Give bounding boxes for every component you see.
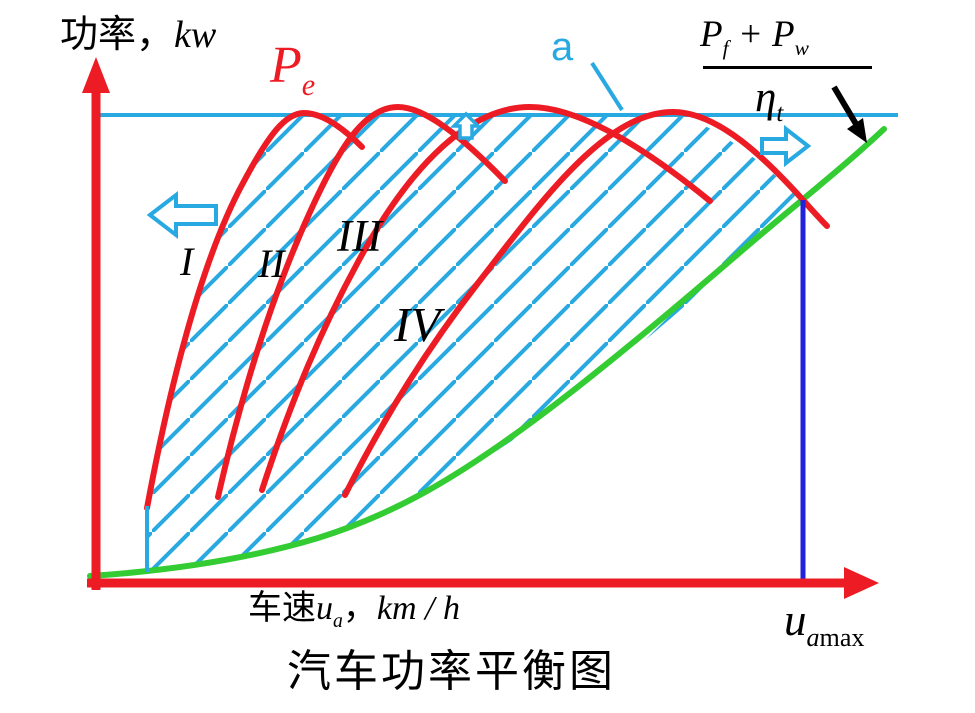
- eta-symbol: η: [755, 74, 777, 121]
- resistance-curve: [87, 126, 887, 579]
- resistance-formula-numerator: Pf + Pw: [700, 14, 809, 59]
- x-axis-var-subscript: a: [333, 610, 343, 633]
- uamax-var: u: [784, 595, 807, 645]
- gear-label-3: III: [337, 211, 382, 261]
- y-axis-label: 功率，kw: [60, 16, 216, 54]
- uamax-label: uamax: [784, 595, 864, 651]
- gear-curve-4: [342, 108, 830, 498]
- downshift-left-arrow-icon: [146, 190, 218, 240]
- a-leader-line: [590, 61, 624, 112]
- gear-curve-2: [215, 103, 508, 500]
- gear-curve-1: [144, 109, 365, 511]
- engine-power-subscript: e: [301, 67, 316, 102]
- pw-subscript: w: [794, 36, 809, 60]
- resistance-formula-denominator: ηt: [755, 74, 783, 126]
- pf-subscript: f: [722, 36, 729, 60]
- resistance-pointer-arrow-shaft: [831, 85, 859, 126]
- uamax-sub-max: max: [819, 622, 865, 652]
- uamax-sub-a: a: [806, 622, 820, 652]
- point-a-label: a: [551, 25, 574, 69]
- up-arrow-icon: [449, 111, 483, 140]
- y-axis-label-cn: 功率，: [60, 14, 175, 56]
- y-axis-unit: kw: [174, 14, 217, 56]
- fraction-bar: [703, 66, 872, 69]
- pw-symbol: P: [772, 14, 795, 55]
- engine-power-label: Pe: [270, 37, 315, 100]
- x-axis-label: 车速ua，km / h: [248, 590, 460, 632]
- gear-label-1: I: [180, 239, 194, 284]
- x-axis-label-cn: 车速: [248, 590, 316, 627]
- pf-symbol: P: [700, 14, 723, 55]
- plus-sign: +: [737, 14, 763, 55]
- x-axis-var: u: [316, 590, 333, 627]
- x-axis-unit: km / h: [376, 590, 460, 627]
- x-axis-arrowhead: [844, 567, 879, 599]
- eta-subscript: t: [776, 100, 784, 128]
- upshift-right-arrow-icon: [760, 124, 812, 168]
- diagram-title: 汽车功率平衡图: [287, 647, 616, 696]
- engine-power-symbol: P: [270, 37, 302, 94]
- gear-label-2: II: [258, 241, 285, 286]
- reserve-power-hatch-region: [147, 115, 803, 570]
- y-axis-arrowhead: [82, 57, 110, 93]
- resistance-pointer-arrowhead: [847, 118, 867, 143]
- gear-label-4: IV: [394, 297, 441, 352]
- x-axis-comma: ，: [342, 590, 377, 627]
